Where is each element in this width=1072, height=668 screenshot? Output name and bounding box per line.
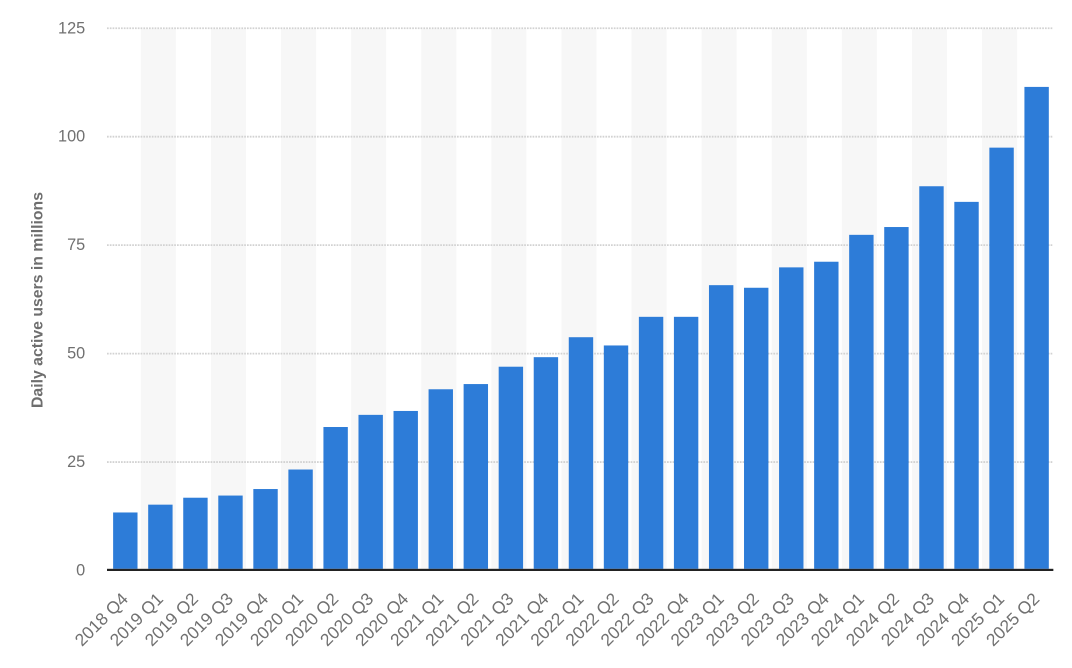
svg-text:100: 100 <box>58 128 85 146</box>
svg-text:125: 125 <box>58 19 85 37</box>
svg-text:75: 75 <box>67 236 85 254</box>
svg-text:25: 25 <box>67 453 85 471</box>
svg-text:Daily active users in millions: Daily active users in millions <box>30 192 47 408</box>
svg-text:50: 50 <box>67 345 85 363</box>
svg-text:0: 0 <box>76 562 85 580</box>
